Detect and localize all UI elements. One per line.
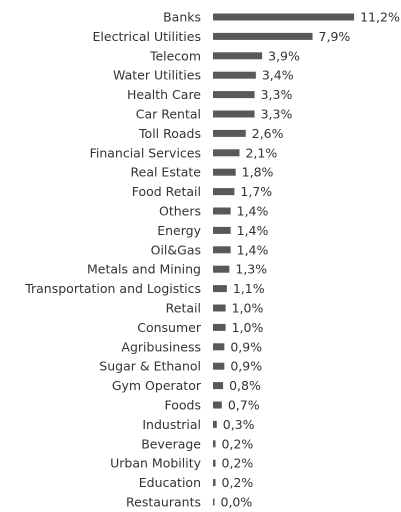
bar [213, 498, 215, 506]
value-label: 3,9% [268, 48, 300, 63]
value-label: 0,2% [222, 456, 254, 471]
value-label: 1,4% [237, 223, 269, 238]
bar [213, 304, 226, 312]
category-label: Metals and Mining [87, 262, 201, 277]
bar [213, 207, 231, 215]
value-label: 2,6% [252, 126, 284, 141]
bar [213, 479, 216, 487]
category-label: Restaurants [126, 495, 201, 510]
bar [213, 13, 355, 21]
value-label: 1,4% [237, 204, 269, 219]
category-label: Real Estate [131, 165, 202, 180]
category-label: Oil&Gas [151, 242, 201, 257]
category-label: Agribusiness [121, 339, 201, 354]
category-label: Banks [163, 10, 201, 25]
category-label: Water Utilities [113, 68, 201, 83]
value-label: 0,8% [229, 378, 261, 393]
category-label: Toll Roads [138, 126, 201, 141]
value-label: 1,0% [232, 320, 264, 335]
category-label: Urban Mobility [110, 456, 201, 471]
value-label: 11,2% [360, 10, 400, 25]
value-label: 1,8% [242, 165, 274, 180]
category-label: Telecom [149, 48, 201, 63]
category-label: Transportation and Logistics [24, 281, 201, 296]
value-label: 0,9% [230, 339, 262, 354]
value-label: 1,4% [237, 242, 269, 257]
category-label: Food Retail [132, 184, 201, 199]
value-label: 0,0% [221, 495, 253, 510]
bar [213, 323, 226, 331]
bar [213, 459, 216, 467]
bar [213, 265, 230, 273]
category-label: Health Care [127, 87, 201, 102]
value-label: 3,3% [261, 107, 293, 122]
bar [213, 285, 227, 293]
category-label: Financial Services [90, 145, 201, 160]
value-label: 2,1% [245, 145, 277, 160]
value-label: 1,3% [235, 262, 267, 277]
category-label: Gym Operator [112, 378, 202, 393]
bar [213, 401, 222, 409]
bar [213, 343, 225, 351]
bar [213, 52, 263, 60]
bar [213, 362, 225, 370]
value-label: 0,3% [223, 417, 255, 432]
bar [213, 149, 240, 157]
category-label: Industrial [142, 417, 201, 432]
value-label: 3,4% [262, 68, 294, 83]
value-label: 1,1% [233, 281, 265, 296]
value-label: 3,3% [261, 87, 293, 102]
value-label: 0,2% [222, 436, 254, 451]
category-label: Energy [157, 223, 201, 238]
category-label: Consumer [137, 320, 202, 335]
bar [213, 129, 246, 137]
category-label: Car Rental [136, 107, 201, 122]
bar [213, 168, 236, 176]
value-label: 0,7% [228, 398, 260, 413]
category-label: Beverage [141, 436, 201, 451]
category-label: Foods [165, 398, 202, 413]
value-label: 0,9% [230, 359, 262, 374]
bar [213, 226, 231, 234]
bar [213, 188, 235, 196]
value-label: 0,2% [222, 475, 254, 490]
value-label: 7,9% [319, 29, 351, 44]
bar [213, 420, 217, 428]
value-label: 1,7% [240, 184, 272, 199]
category-label: Retail [166, 301, 201, 316]
category-label: Education [139, 475, 201, 490]
bar [213, 91, 255, 99]
category-label: Electrical Utilities [93, 29, 201, 44]
category-label: Others [159, 204, 201, 219]
bar [213, 440, 216, 448]
bar [213, 71, 256, 79]
category-label: Sugar & Ethanol [99, 359, 201, 374]
value-label: 1,0% [232, 301, 264, 316]
bar [213, 110, 255, 118]
bar [213, 246, 231, 254]
bar [213, 382, 224, 390]
bar [213, 32, 313, 40]
